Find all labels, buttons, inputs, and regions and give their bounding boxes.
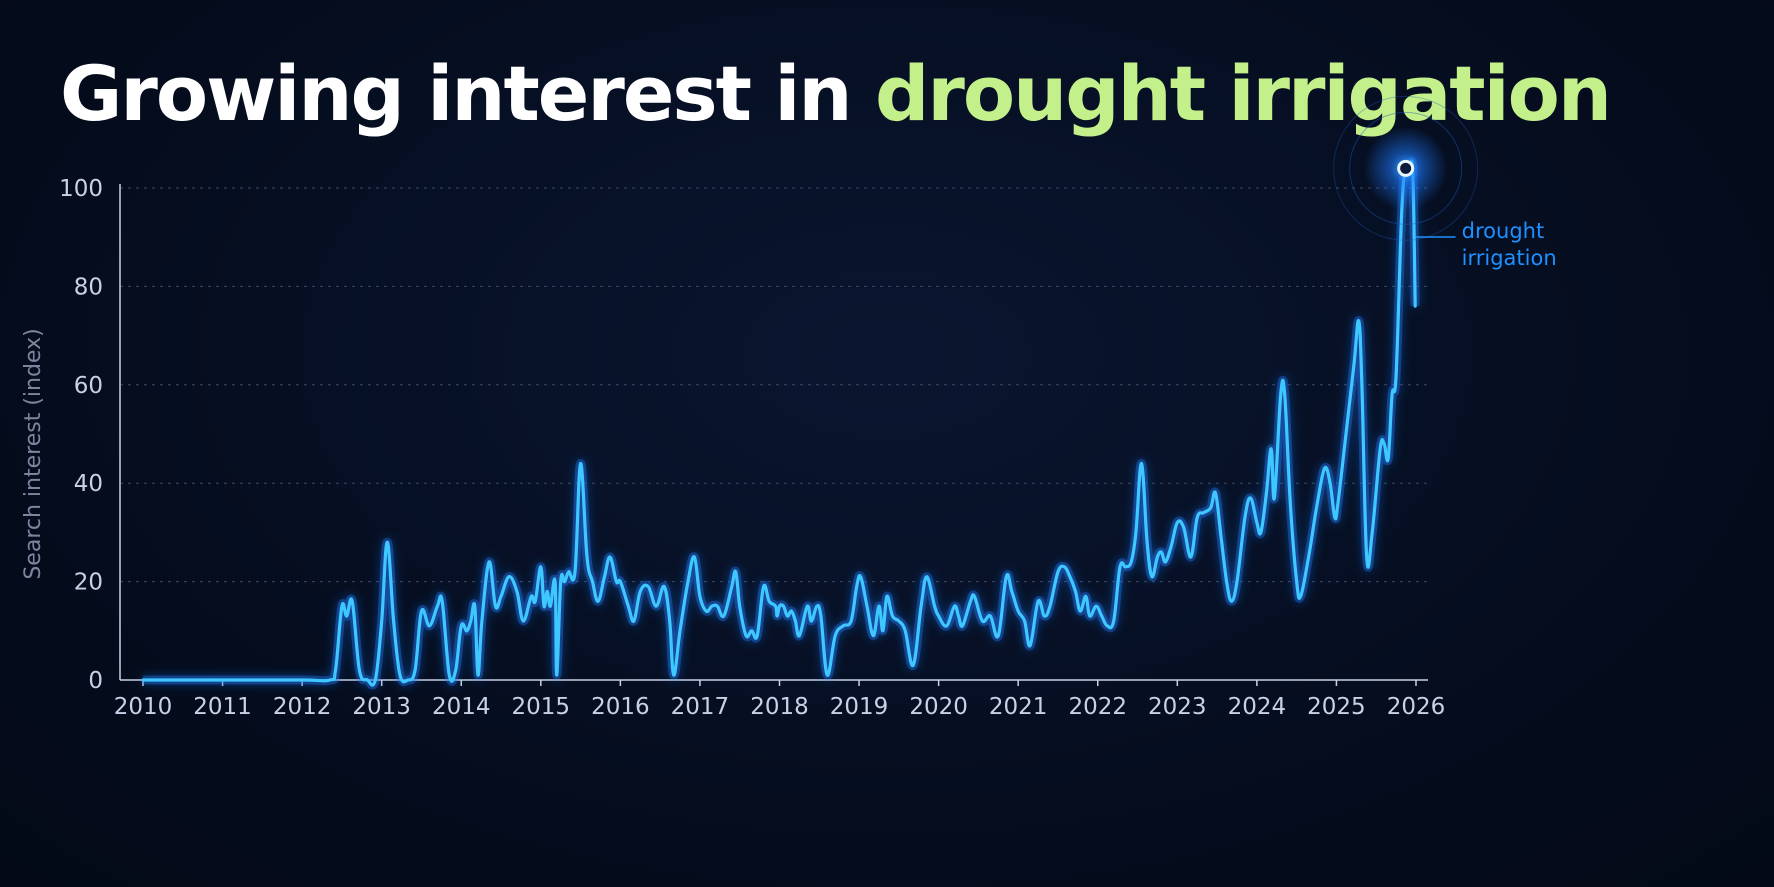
x-tick-label: 2018 [750,694,809,720]
x-tick-label: 2026 [1387,694,1446,720]
x-tick-label: 2011 [193,694,252,720]
y-tick-labels: 0 20 40 60 80 100 [59,176,103,694]
peak-ring-outer [1333,95,1479,241]
y-tick-label: 100 [59,176,103,202]
x-tick-label: 2016 [591,694,650,720]
series-line [141,159,1417,687]
end-marker-layer [1333,95,1479,241]
end-label-text: drought [1462,219,1545,243]
title-highlight: drought irrigation [875,49,1612,138]
x-tick-label: 2025 [1307,694,1366,720]
y-tick-label: 20 [74,570,103,596]
x-tick-label: 2015 [512,694,571,720]
y-tick-label: 0 [88,668,103,694]
peak-marker [1397,159,1415,177]
x-tick-label: 2023 [1148,694,1207,720]
series-layer [141,156,1420,690]
grid-lines [120,187,1428,583]
x-tick-label: 2021 [989,694,1048,720]
x-tick-label: 2022 [1068,694,1127,720]
x-tick-label: 2010 [114,694,173,720]
y-axis-label: Search interest (index) [21,328,46,579]
x-tick-label: 2020 [909,694,968,720]
x-tick-label: 2017 [671,694,730,720]
end-label-text: irrigation [1462,246,1557,270]
y-tick-label: 80 [74,274,103,300]
x-tick-label: 2019 [830,694,889,720]
peak-ring-mid [1349,111,1463,225]
title-main: Growing interest in [60,49,875,138]
x-tick-label: 2013 [352,694,411,720]
x-tick-label: 2024 [1228,694,1287,720]
end-label-layer: drought irrigation [1415,219,1557,270]
x-tick-label: 2012 [273,694,332,720]
y-tick-label: 60 [74,373,103,399]
y-tick-label: 40 [74,471,103,497]
x-tick-labels: 2010 2011 2012 2013 2014 2015 2016 2017 2018 2019… [114,694,1446,720]
chart-title: Growing interest in drought irrigation [60,48,1612,139]
x-tick-label: 2014 [432,694,491,720]
